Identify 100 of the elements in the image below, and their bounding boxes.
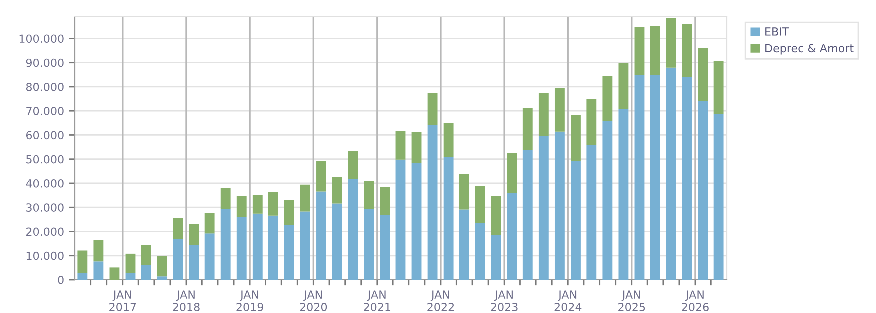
x-tick-label: JAN 2024 — [554, 290, 582, 312]
bar — [538, 93, 549, 136]
bar — [698, 48, 708, 102]
y-tick-label: 20.000 — [26, 228, 64, 236]
bar — [618, 63, 629, 110]
bar — [554, 132, 565, 280]
bar — [714, 61, 724, 114]
bar — [682, 24, 692, 78]
bar — [396, 131, 406, 160]
bar — [507, 153, 518, 194]
bar — [316, 161, 326, 192]
x-tick-label: JAN 2017 — [110, 290, 136, 312]
bar — [157, 276, 168, 280]
bar — [650, 75, 660, 280]
bar — [650, 26, 660, 76]
bar — [634, 27, 645, 76]
y-tick-label: 40.000 — [26, 179, 64, 188]
bar — [475, 186, 486, 224]
bar — [618, 109, 629, 280]
bar — [268, 216, 278, 280]
bar — [252, 214, 263, 280]
y-tick-label: 50.000 — [26, 155, 64, 164]
y-tick-label: 60.000 — [26, 131, 64, 140]
bar — [173, 218, 184, 239]
bar — [412, 163, 422, 280]
bar — [189, 245, 200, 280]
x-tick-label: JAN 2022 — [428, 290, 454, 312]
bar — [380, 215, 390, 280]
bar — [428, 125, 438, 280]
bar — [126, 254, 136, 274]
bar — [220, 188, 231, 210]
bar — [236, 196, 247, 218]
bar — [220, 209, 231, 280]
bar — [459, 174, 470, 210]
bar — [204, 213, 215, 234]
y-tick-label: 30.000 — [26, 204, 64, 212]
bar — [571, 115, 581, 162]
bar — [332, 177, 342, 204]
bar — [78, 273, 88, 280]
bar — [444, 157, 454, 280]
bar — [507, 193, 518, 280]
bar — [586, 145, 597, 280]
bar — [94, 262, 104, 280]
bar — [634, 75, 645, 280]
bar — [284, 224, 294, 280]
bar — [522, 108, 533, 150]
y-tick-label: 70.000 — [26, 107, 64, 116]
bar — [602, 121, 613, 280]
bar — [364, 209, 374, 280]
bar — [300, 212, 310, 280]
bar — [682, 77, 692, 280]
bar — [698, 101, 708, 280]
bar — [491, 235, 502, 280]
bar — [300, 184, 310, 212]
bar — [252, 195, 263, 214]
bar — [157, 256, 168, 277]
y-tick-label: 90.000 — [26, 58, 64, 68]
legend-label: EBIT — [766, 28, 790, 36]
bar — [204, 234, 215, 280]
bar — [126, 273, 136, 280]
bar — [491, 196, 502, 236]
y-tick-label: 80.000 — [26, 82, 64, 92]
bar — [236, 217, 247, 280]
x-tick-label: JAN 2018 — [173, 290, 200, 312]
bar — [348, 179, 358, 280]
bar — [316, 192, 326, 280]
bar — [284, 200, 294, 225]
bar — [396, 160, 406, 280]
bar — [586, 99, 597, 146]
bar — [522, 150, 533, 280]
x-tick-label: JAN 2020 — [300, 290, 328, 312]
x-tick-label: JAN 2023 — [491, 290, 518, 312]
bar — [666, 18, 676, 68]
x-tick-label: JAN 2021 — [364, 290, 391, 312]
y-tick-label: 0 — [58, 276, 64, 284]
bar — [173, 238, 184, 280]
x-tick-label: JAN 2025 — [618, 290, 646, 312]
bar — [459, 210, 470, 280]
bar — [428, 93, 438, 126]
bar — [554, 88, 565, 132]
bar — [141, 245, 152, 266]
bar — [380, 187, 390, 216]
bar — [364, 181, 374, 210]
bar — [475, 223, 486, 280]
bar — [348, 151, 358, 180]
x-tick-label: JAN 2019 — [236, 290, 264, 312]
bar — [332, 204, 342, 280]
legend-label: Deprec & Amort — [766, 44, 854, 55]
bar — [189, 224, 200, 246]
bar — [666, 68, 676, 280]
bar — [538, 136, 549, 280]
bar — [412, 132, 422, 164]
y-tick-label: 100.000 — [20, 34, 64, 44]
bar — [602, 76, 613, 122]
x-tick-label: JAN 2026 — [682, 290, 709, 312]
bar — [571, 161, 581, 280]
bar — [141, 265, 152, 280]
y-tick-label: 10.000 — [26, 252, 64, 260]
bar — [268, 192, 278, 216]
bar — [78, 250, 88, 274]
